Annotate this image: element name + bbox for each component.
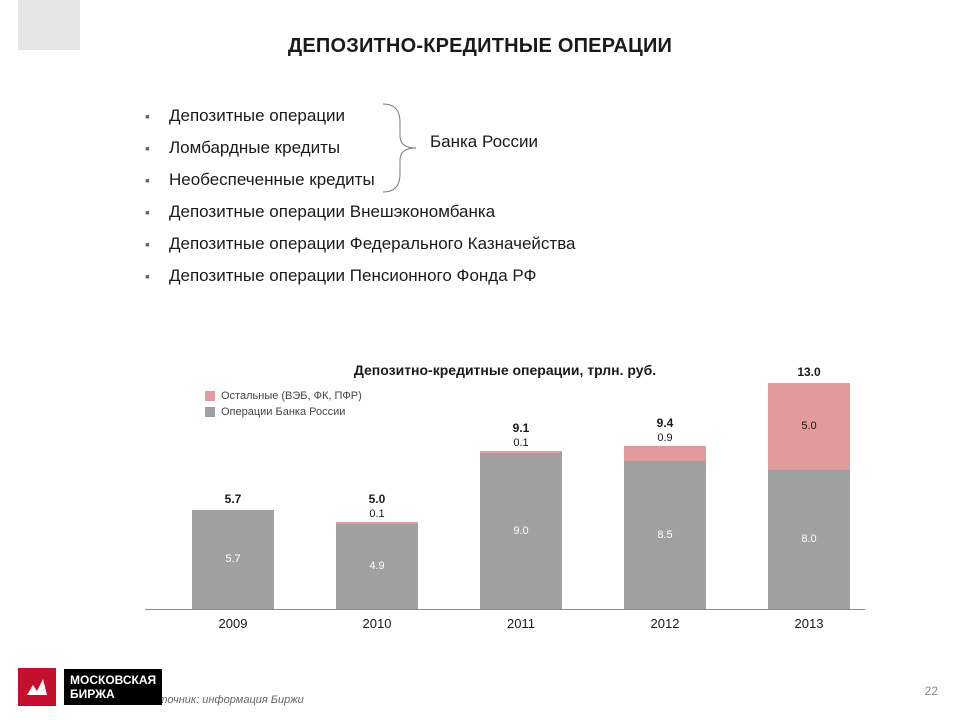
bullet-marker-icon: ▪: [145, 132, 169, 164]
bullet-marker-icon: ▪: [145, 164, 169, 196]
x-axis-tick-label: 2012: [605, 616, 725, 650]
brace-label: Банка России: [430, 132, 538, 152]
bullet-list: ▪Депозитные операции ▪Ломбардные кредиты…: [145, 100, 576, 292]
logo-mark-icon: [18, 668, 56, 706]
bar-total: 9.1: [480, 421, 562, 435]
list-item: ▪Депозитные операции Федерального Казнач…: [145, 228, 576, 260]
bullet-marker-icon: ▪: [145, 228, 169, 260]
curly-brace-icon: [378, 102, 418, 194]
bar: 8.05.013.0: [768, 383, 850, 609]
bar-value-others: 5.0: [768, 420, 850, 432]
bar: 8.50.99.4: [624, 446, 706, 609]
list-item: ▪Депозитные операции Внешэкономбанка: [145, 196, 576, 228]
list-item-label: Депозитные операции: [169, 100, 345, 132]
bar: 5.75.7: [192, 510, 274, 609]
x-axis-tick-label: 2011: [461, 616, 581, 650]
bar-value-bank-russia: 8.0: [768, 533, 850, 545]
bar-value-others: 0.9: [624, 432, 706, 444]
list-item: ▪Депозитные операции: [145, 100, 576, 132]
bullet-marker-icon: ▪: [145, 260, 169, 292]
list-item-label: Депозитные операции Федерального Казначе…: [169, 228, 576, 260]
bar: 4.90.15.0: [336, 522, 418, 609]
bullet-marker-icon: ▪: [145, 100, 169, 132]
list-item-label: Депозитные операции Внешэкономбанка: [169, 196, 495, 228]
source-note: Источник: информация Биржи: [145, 694, 304, 706]
list-item: ▪Депозитные операции Пенсионного Фонда Р…: [145, 260, 576, 292]
bar-segment-others: [624, 446, 706, 462]
x-axis-tick-label: 2013: [749, 616, 869, 650]
bar-value-others: 0.1: [336, 508, 418, 520]
page-number: 22: [925, 684, 938, 698]
list-item: ▪Необеспеченные кредиты: [145, 164, 576, 196]
x-axis-tick-label: 2009: [173, 616, 293, 650]
bar-total: 13.0: [768, 365, 850, 379]
bar-value-bank-russia: 8.5: [624, 529, 706, 541]
stacked-bar-chart: Депозитно-кредитные операции, трлн. руб.…: [145, 362, 865, 652]
page-title: ДЕПОЗИТНО-КРЕДИТНЫЕ ОПЕРАЦИИ: [0, 35, 960, 58]
list-item-label: Депозитные операции Пенсионного Фонда РФ: [169, 260, 536, 292]
bar-total: 9.4: [624, 416, 706, 430]
bar-value-bank-russia: 4.9: [336, 560, 418, 572]
chart-plot-area: 5.75.74.90.15.09.00.19.18.50.99.48.05.01…: [145, 384, 865, 610]
bar-value-bank-russia: 5.7: [192, 553, 274, 565]
x-axis: [145, 609, 865, 610]
bar: 9.00.19.1: [480, 451, 562, 609]
bar-total: 5.0: [336, 492, 418, 506]
list-item-label: Необеспеченные кредиты: [169, 164, 375, 196]
chart-title: Депозитно-кредитные операции, трлн. руб.: [145, 362, 865, 378]
bar-total: 5.7: [192, 492, 274, 506]
logo-text: МОСКОВСКАЯБИРЖА: [64, 669, 162, 705]
bar-value-others: 0.1: [480, 437, 562, 449]
bullet-marker-icon: ▪: [145, 196, 169, 228]
x-axis-tick-label: 2010: [317, 616, 437, 650]
bar-value-bank-russia: 9.0: [480, 525, 562, 537]
list-item-label: Ломбардные кредиты: [169, 132, 340, 164]
brand-logo: МОСКОВСКАЯБИРЖА: [18, 668, 162, 706]
